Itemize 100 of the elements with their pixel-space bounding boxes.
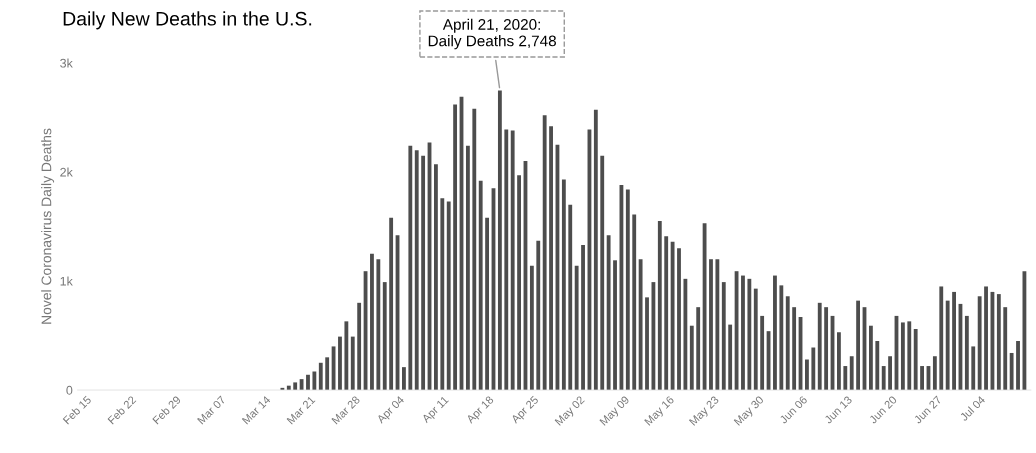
- bar: [517, 175, 521, 391]
- bar: [325, 357, 330, 391]
- bar: [753, 288, 758, 391]
- bar: [932, 356, 937, 391]
- bar: [497, 90, 502, 391]
- bar: [549, 126, 553, 391]
- bar: [709, 259, 713, 391]
- bar: [888, 356, 893, 391]
- bar: [606, 235, 611, 391]
- bar: [625, 189, 630, 391]
- bar: [945, 300, 950, 391]
- bar: [971, 346, 976, 391]
- bar: [977, 296, 982, 391]
- bar: [689, 325, 694, 391]
- bar: [402, 367, 406, 391]
- bar: [478, 180, 483, 391]
- bar: [382, 282, 387, 391]
- bar: [529, 265, 534, 391]
- bar: [338, 336, 342, 391]
- bar: [811, 347, 816, 391]
- bar: [293, 382, 298, 391]
- bar: [760, 315, 765, 391]
- bar: [446, 201, 451, 391]
- x-tick-label: Feb 15: [62, 395, 92, 425]
- bar: [510, 130, 515, 391]
- bar: [350, 336, 355, 391]
- x-tick-label: Jun 27: [913, 395, 942, 425]
- bar: [536, 240, 541, 391]
- bar: [824, 307, 829, 391]
- bar: [657, 221, 662, 391]
- bar: [900, 322, 905, 391]
- bar: [561, 179, 566, 391]
- bar: [638, 259, 643, 391]
- bar: [964, 315, 969, 391]
- bar: [574, 265, 579, 391]
- x-tick-label: Feb 29: [152, 395, 182, 425]
- x-tick-label: Feb 22: [107, 395, 137, 425]
- annotation: April 21, 2020: Daily Deaths 2,748: [428, 18, 556, 50]
- bar: [677, 248, 681, 391]
- bar: [581, 245, 585, 391]
- bar: [843, 366, 848, 391]
- bar: [817, 302, 822, 391]
- bar: [299, 379, 304, 391]
- bar: [728, 324, 733, 391]
- bar: [715, 259, 720, 391]
- bar: [881, 366, 886, 391]
- bar: [1009, 352, 1014, 391]
- bar: [785, 296, 790, 391]
- bar: [370, 253, 374, 391]
- bar: [318, 362, 323, 391]
- bar: [773, 275, 777, 391]
- bar: [837, 332, 841, 391]
- bar: [568, 204, 573, 391]
- x-tick-label: Jun 06: [779, 395, 808, 425]
- bar: [849, 356, 854, 391]
- bar: [472, 108, 477, 391]
- bar: [792, 307, 797, 391]
- bar: [414, 150, 419, 391]
- bar: [670, 241, 675, 391]
- x-tick-label: Mar 28: [331, 395, 361, 425]
- bar: [683, 278, 688, 391]
- bar: [434, 164, 438, 391]
- y-axis-title: Novel Coronavirus Daily Deaths: [41, 128, 55, 324]
- bar: [357, 302, 362, 391]
- bar: [632, 214, 637, 391]
- bar: [504, 129, 509, 391]
- bar: [408, 145, 413, 391]
- bar: [593, 109, 598, 391]
- x-tick-label: Apr 11: [421, 395, 451, 425]
- bar: [856, 300, 861, 391]
- bar: [453, 104, 458, 391]
- bar: [651, 282, 656, 391]
- bar: [779, 285, 784, 391]
- bar: [747, 278, 752, 391]
- bar: [485, 217, 490, 391]
- bar: [440, 198, 445, 391]
- bar: [913, 328, 918, 391]
- bar: [952, 291, 956, 391]
- bar: [421, 155, 426, 391]
- bar: [805, 359, 809, 391]
- x-tick-label: Mar 07: [197, 395, 226, 425]
- y-tick-label: 2k: [60, 167, 73, 177]
- bar: [696, 307, 701, 391]
- bar: [1003, 307, 1008, 391]
- bar: [875, 340, 880, 391]
- y-tick-label: 3k: [60, 58, 73, 68]
- bar: [996, 294, 1001, 391]
- bar: [1016, 340, 1020, 391]
- y-tick-label: 0: [66, 385, 73, 395]
- bar: [542, 115, 547, 391]
- bar: [376, 259, 381, 391]
- x-tick-label: Jun 13: [823, 395, 853, 425]
- bar: [868, 325, 873, 391]
- x-tick-label: Apr 18: [465, 395, 496, 426]
- bar: [465, 145, 470, 391]
- bar: [920, 366, 924, 391]
- bar: [939, 286, 944, 391]
- bar: [702, 223, 707, 391]
- chart-title: Daily New Deaths in the U.S.: [63, 11, 312, 30]
- bar: [306, 374, 310, 391]
